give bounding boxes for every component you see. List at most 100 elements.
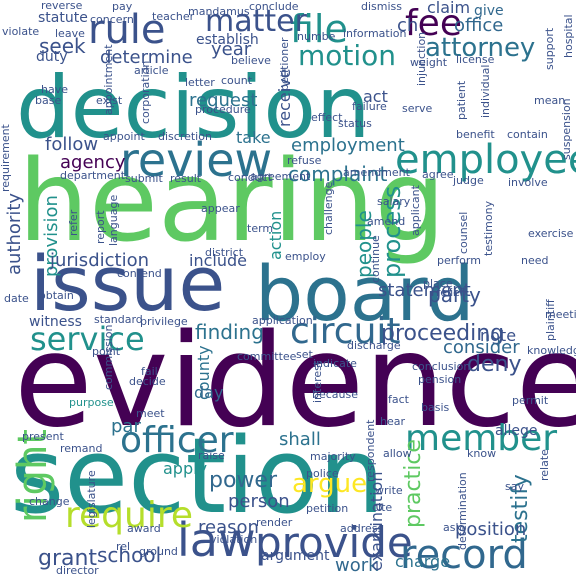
word-power: power <box>209 468 278 493</box>
word-continue: continue <box>369 235 382 283</box>
word-rel: rel <box>116 540 130 553</box>
word-office: office <box>454 15 503 36</box>
word-mean: mean <box>534 94 565 107</box>
word-director: director <box>56 564 99 576</box>
word-par: par <box>111 416 141 437</box>
word-submit: submit <box>125 172 163 185</box>
word-exist: exist <box>96 94 123 107</box>
word-commission: commission <box>102 324 115 390</box>
word-license: license <box>456 53 495 66</box>
word-conclusion: conclusion <box>412 360 470 373</box>
word-plaintiff: plaintiff <box>544 299 557 341</box>
word-examination: examination <box>367 472 386 571</box>
word-allow: allow <box>383 447 412 460</box>
word-standard: standard <box>94 313 143 326</box>
word-claim: claim <box>427 0 470 17</box>
word-determination: determination <box>456 472 469 550</box>
word-suspension: suspension <box>560 98 573 160</box>
word-set: set <box>296 348 313 361</box>
word-report: report <box>94 210 107 244</box>
word-agreement: agreement <box>250 170 311 183</box>
word-place: place <box>423 277 453 290</box>
word-say: say <box>505 480 524 493</box>
word-statute: statute <box>38 10 88 26</box>
word-contain: contain <box>507 128 548 141</box>
word-individual: individual <box>479 65 492 118</box>
word-basis: basis <box>421 401 450 414</box>
word-determine: determine <box>100 47 193 68</box>
word-article: article <box>134 64 169 77</box>
word-believe: believe <box>231 54 271 67</box>
word-need: need <box>521 254 549 267</box>
word-grant: grant <box>38 546 97 571</box>
word-include: include <box>189 251 247 270</box>
word-cite: cite <box>372 501 392 514</box>
word-establish: establish <box>196 32 259 48</box>
word-because: because <box>312 388 358 401</box>
word-award: award <box>127 522 161 535</box>
word-indicate: indicate <box>313 357 357 370</box>
word-contend: contend <box>117 267 162 280</box>
word-meeting: meeting <box>545 308 576 321</box>
word-rule: rule <box>88 7 166 53</box>
word-status: status <box>338 117 372 130</box>
word-practice: practice <box>401 439 426 528</box>
word-permit: permit <box>512 394 549 407</box>
word-counsel: counsel <box>457 212 470 254</box>
word-require: require <box>65 495 193 536</box>
word-serve: serve <box>402 102 433 115</box>
word-school: school <box>97 543 161 567</box>
word-judge: judge <box>452 174 484 187</box>
word-letter: letter <box>185 76 215 89</box>
word-charge: charge <box>395 552 450 571</box>
word-majority: majority <box>310 450 356 463</box>
word-appointment: appointment <box>102 44 115 115</box>
word-concern: concern <box>90 13 134 26</box>
word-interest: interest <box>311 360 324 403</box>
word-give: give <box>474 3 504 19</box>
word-exercise: exercise <box>528 227 574 240</box>
word-testimony: testimony <box>482 200 495 256</box>
word-department: department <box>60 169 126 182</box>
word-issue: issue <box>30 239 225 328</box>
word-hear: hear <box>380 415 405 428</box>
word-people: people <box>352 210 376 278</box>
word-employment: employment <box>291 135 405 156</box>
word-relate: relate <box>538 449 551 481</box>
word-conduct: conduct <box>228 171 273 184</box>
word-procedure: procedure <box>195 103 251 116</box>
word-decide: decide <box>129 375 166 388</box>
word-amendment: amendment <box>343 166 411 179</box>
word-dismiss: dismiss <box>361 0 402 13</box>
word-circuit: circuit <box>290 311 401 352</box>
word-render: render <box>256 516 293 529</box>
word-position: position <box>455 519 526 540</box>
word-testify: testify <box>508 474 533 543</box>
word-involve: involve <box>508 176 548 189</box>
word-pension: pension <box>418 373 461 386</box>
word-member: member <box>405 418 557 459</box>
word-work: work <box>335 555 379 576</box>
word-police: police <box>306 467 339 480</box>
word-hearing: hearing <box>18 137 446 267</box>
word-person: person <box>228 491 290 512</box>
word-address: address <box>340 522 383 535</box>
word-note: note <box>480 326 516 345</box>
word-jurisdiction: jurisdiction <box>49 250 149 271</box>
word-numbe: numbe <box>297 30 336 43</box>
word-officer: officer <box>120 420 234 461</box>
word-challenge: challenge <box>322 181 335 235</box>
word-point: point <box>92 345 121 358</box>
word-discharge: discharge <box>347 339 401 352</box>
word-petitioner: petitioner <box>278 37 291 91</box>
word-action: action <box>266 211 285 260</box>
word-evidence: evidence <box>14 307 576 456</box>
word-attorney: attorney <box>425 33 535 63</box>
word-ground: ground <box>139 545 178 558</box>
word-section: section <box>10 415 385 537</box>
word-shall: shall <box>279 429 321 450</box>
word-leave: leave <box>55 27 85 40</box>
word-salary: salary <box>377 195 411 208</box>
word-fact: fact <box>388 393 410 406</box>
